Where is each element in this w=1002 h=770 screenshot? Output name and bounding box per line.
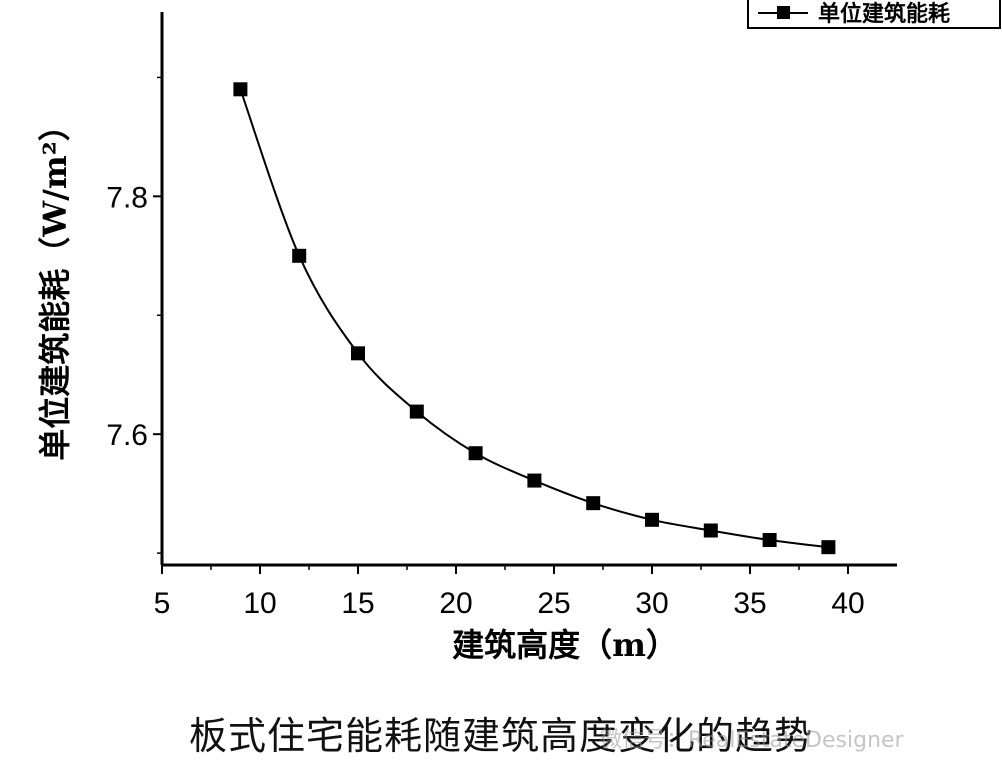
x-tick-label: 40 bbox=[831, 587, 864, 620]
x-tick-label: 5 bbox=[154, 587, 171, 620]
data-point bbox=[703, 523, 718, 538]
axes bbox=[160, 12, 897, 567]
x-axis-title: 建筑高度（m） bbox=[452, 626, 678, 664]
data-point bbox=[233, 82, 248, 97]
x-tick-label: 30 bbox=[635, 587, 668, 620]
legend-label: 单位建筑能耗 bbox=[818, 1, 950, 27]
data-point bbox=[527, 473, 542, 488]
data-point bbox=[762, 533, 777, 548]
legend: 单位建筑能耗 bbox=[747, 0, 1001, 29]
y-tick-label: 7.6 bbox=[106, 419, 148, 452]
x-tick-label: 20 bbox=[439, 587, 472, 620]
ticks-layer: 5 10 15 20 25 30 35 40 7.6 7.8 bbox=[106, 76, 865, 620]
legend-marker bbox=[777, 6, 790, 19]
x-tick-label: 10 bbox=[243, 587, 276, 620]
data-point bbox=[409, 404, 424, 419]
x-tick-label: 35 bbox=[733, 587, 766, 620]
data-point bbox=[292, 248, 307, 263]
data-point bbox=[586, 496, 601, 511]
series-layer bbox=[233, 82, 836, 555]
watermark: 微信号：RealEstateDesigner bbox=[600, 728, 904, 753]
x-tick-label: 15 bbox=[341, 587, 374, 620]
data-point bbox=[351, 346, 365, 361]
x-tick-label: 25 bbox=[537, 587, 570, 620]
figure-caption: 板式住宅能耗随建筑高度变化的趋势 bbox=[188, 714, 813, 758]
y-tick-label: 7.8 bbox=[106, 181, 148, 214]
data-point bbox=[468, 446, 483, 461]
data-point bbox=[645, 512, 659, 527]
y-axis-title: 单位建筑能耗（W/m²） bbox=[36, 109, 74, 461]
data-point bbox=[821, 540, 836, 555]
